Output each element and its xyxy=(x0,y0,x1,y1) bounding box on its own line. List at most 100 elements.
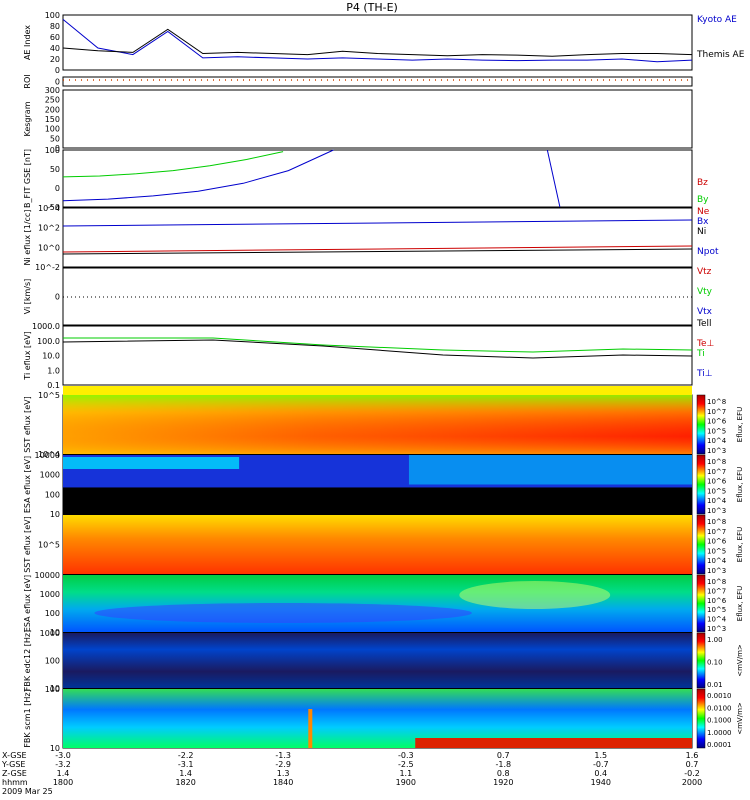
ytick-ae-3: 40 xyxy=(50,44,60,53)
panel-frame-roi xyxy=(62,76,693,87)
colorbar-tick-sst1-3: 10^5 xyxy=(707,427,726,435)
spectrogram-panels xyxy=(63,386,692,748)
colorbar-label-sst2: Eflux, EFU xyxy=(736,527,744,562)
ytick-kegram-0: 300 xyxy=(45,86,60,95)
ni-ni-line xyxy=(62,219,693,227)
colorbar-fbk1 xyxy=(696,632,706,689)
esa2-heatmap-yellow xyxy=(459,581,611,609)
ytick-fbk2-0: 100 xyxy=(45,685,60,694)
plot-title: P4 (TH-E) xyxy=(346,1,398,14)
xaxis-value-2-0: 1.4 xyxy=(57,769,70,778)
ylabel-esa1: ESA eflux [eV] xyxy=(23,456,32,513)
sst2-heatmap xyxy=(63,515,692,574)
ytick-bfit-3: -50 xyxy=(47,203,60,212)
colorbar-label-esa2: Eflux, EFU xyxy=(736,586,744,621)
esa2-heatmap-blob xyxy=(94,603,472,623)
ytick-bfit-2: 0 xyxy=(55,184,60,193)
colorbar-sst1 xyxy=(696,394,706,455)
ytick-ae-0: 100 xyxy=(45,11,60,20)
colorbar-esa2 xyxy=(696,574,706,633)
panel-frame-vi xyxy=(62,267,693,326)
colorbar-label-fbk1: <mV/m> xyxy=(736,644,744,677)
ytick-ni-2: 10^0 xyxy=(38,243,60,252)
ytick-esa1-3: 10 xyxy=(50,510,60,519)
xaxis-value-2-2: 1.3 xyxy=(277,769,290,778)
xaxis-value-3-6: 2000 xyxy=(682,778,702,787)
colorbar-tick-fbk1-0: 1.00 xyxy=(707,636,723,644)
ytick-esa2-2: 100 xyxy=(45,609,60,618)
ylabel-ti: Ti eflux [eV] xyxy=(23,331,32,380)
ylabel-bfit: B_FIT GSE [nT] xyxy=(23,149,32,208)
ytick-sst1-1: 10^4 xyxy=(38,450,60,459)
colorbar-tick-esa1-2: 10^6 xyxy=(707,478,727,486)
top-strip xyxy=(63,386,692,395)
colorbar-tick-fbk2-0: 0.0010 xyxy=(707,692,732,700)
ti-ti-line xyxy=(63,337,693,353)
colorbar-tick-fbk2-1: 0.0100 xyxy=(707,704,732,712)
xaxis-value-2-6: -0.2 xyxy=(684,769,700,778)
ytick-ae-2: 60 xyxy=(50,33,60,42)
xaxis-value-2-3: 1.1 xyxy=(399,769,412,778)
ylabel-fbk2: FBK scm1 [Hz] xyxy=(23,689,32,747)
legend-ni-0: Ne xyxy=(697,207,710,217)
ni-ne-line xyxy=(62,245,693,253)
ytick-ni-1: 10^2 xyxy=(38,224,60,233)
ytick-esa1-2: 100 xyxy=(45,490,60,499)
xaxis-value-1-2: -2.9 xyxy=(275,760,291,769)
ylabel-roi: ROI xyxy=(23,74,32,88)
ytick-esa2-1: 1000 xyxy=(40,590,60,599)
legend-vi-0: Vtz xyxy=(697,267,712,277)
sst1-heatmap-overlay xyxy=(63,395,692,454)
xaxis-value-0-2: -1.3 xyxy=(275,751,291,760)
colorbar-label-fbk2: <mV/m> xyxy=(736,702,744,735)
ylabel-sst1: SST eflux [eV] xyxy=(23,396,32,453)
ytick-ti-0: 1000.0 xyxy=(32,322,60,331)
colorbar-tick-esa2-0: 10^8 xyxy=(707,578,726,586)
colorbar-tick-sst2-4: 10^4 xyxy=(707,557,727,565)
legend-ti-3: Ti⊥ xyxy=(696,369,713,379)
fbk2-heatmap-red xyxy=(415,738,692,748)
ytick-bfit-0: 100 xyxy=(45,146,60,155)
legend-ti-2: Ti xyxy=(696,349,705,359)
xaxis-value-0-5: 1.5 xyxy=(594,751,607,760)
xaxis-value-1-1: -3.1 xyxy=(178,760,194,769)
colorbar-tick-sst2-0: 10^8 xyxy=(707,518,726,526)
ytick-ae-5: 0 xyxy=(55,66,60,75)
colorbar-tick-esa1-1: 10^7 xyxy=(707,468,726,476)
colorbar-sst2 xyxy=(696,514,706,575)
colorbar-tick-fbk2-4: 0.0001 xyxy=(707,741,732,749)
ytick-esa2-3: 10 xyxy=(50,628,60,637)
ytick-bfit-1: 50 xyxy=(50,165,60,174)
panel-frame-bfit xyxy=(62,149,693,208)
colorbar-tick-esa2-3: 10^5 xyxy=(707,606,726,614)
colorbar-tick-fbk2-2: 0.1000 xyxy=(707,717,732,725)
colorbar-tick-sst1-5: 10^3 xyxy=(707,447,726,455)
xaxis-value-0-0: -3.0 xyxy=(55,751,71,760)
colorbar-tick-fbk1-1: 0.10 xyxy=(707,659,723,667)
colorbar-tick-esa2-5: 10^3 xyxy=(707,625,726,633)
colorbar-tick-sst1-4: 10^4 xyxy=(707,437,727,445)
esa2-heatmap xyxy=(63,575,692,632)
xaxis-rowlabel-1: Y-GSE xyxy=(1,760,25,769)
xaxis-rowlabel-2: Z-GSE xyxy=(2,769,27,778)
colorbar-tick-esa1-4: 10^4 xyxy=(707,497,727,505)
xaxis-rowlabel-3: hhmm xyxy=(2,778,28,787)
panel-frame-kegram xyxy=(62,89,693,149)
bfit-by-line xyxy=(62,151,284,178)
xaxis-value-1-4: -1.8 xyxy=(495,760,511,769)
ytick-esa1-0: 10000 xyxy=(35,451,60,460)
ytick-kegram-5: 50 xyxy=(50,134,60,143)
colorbar-tick-esa2-2: 10^6 xyxy=(707,597,727,605)
ytick-fbk1-0: 1000 xyxy=(40,629,60,638)
ytick-fbk1-1: 100 xyxy=(45,657,60,666)
ti-te-line xyxy=(62,339,693,359)
colorbar-tick-sst1-1: 10^7 xyxy=(707,408,726,416)
ytick-kegram-4: 100 xyxy=(45,125,60,134)
ytick-ae-4: 20 xyxy=(50,55,60,64)
legend-vi-2: Vtx xyxy=(697,307,713,317)
ytick-kegram-1: 250 xyxy=(45,96,60,105)
xaxis-rowlabel-0: X-GSE xyxy=(2,751,27,760)
xaxis-value-1-6: 0.7 xyxy=(686,760,699,769)
legend-bfit-1: By xyxy=(697,195,709,205)
fbk2-heatmap-spike xyxy=(308,709,313,748)
